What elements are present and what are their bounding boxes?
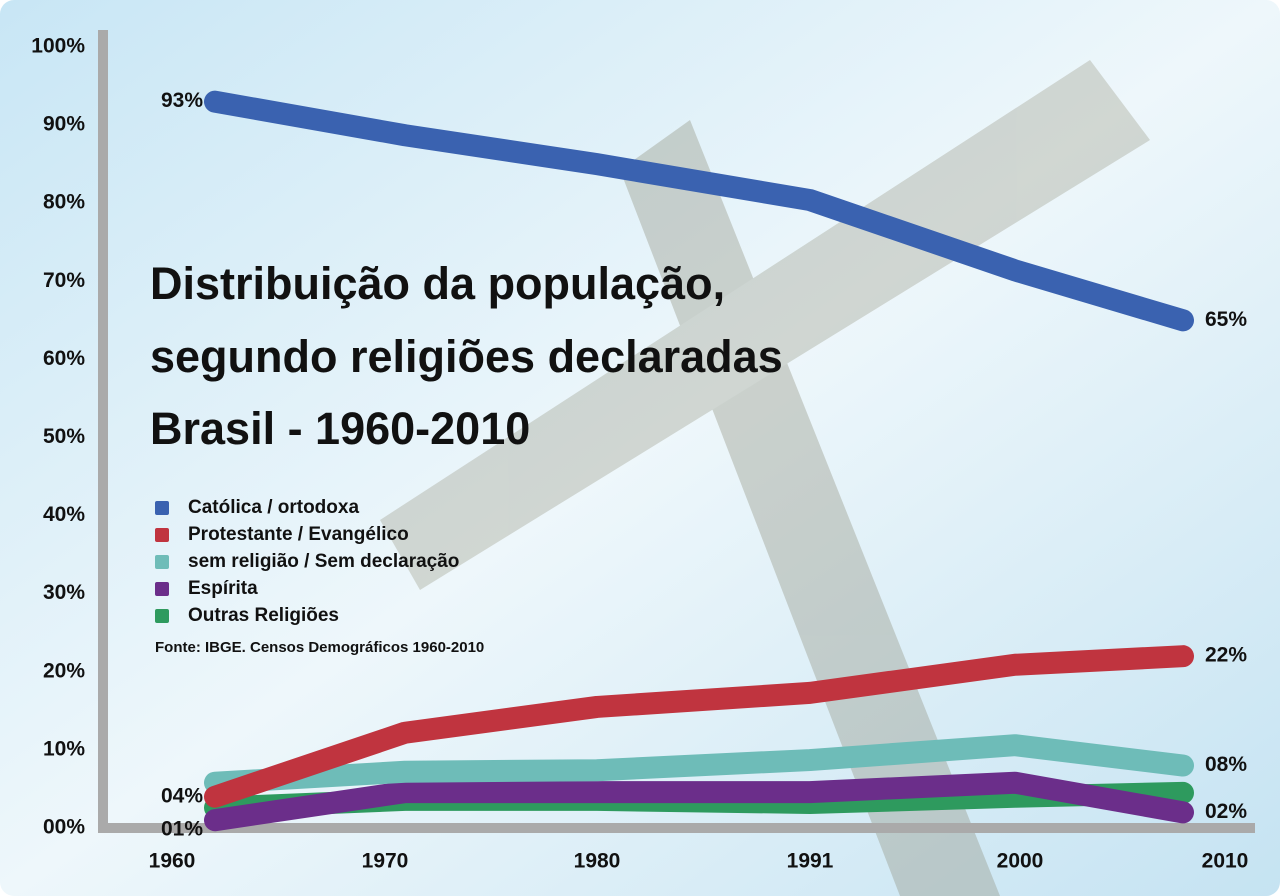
chart-title: Brasil - 1960-2010 [150,403,530,454]
data-label: 02% [1205,800,1247,823]
legend-swatch [155,528,169,542]
legend-label: Espírita [188,578,258,599]
data-label: 04% [161,784,203,807]
y-tick-label: 80% [43,191,85,214]
y-tick-label: 00% [43,816,85,839]
x-tick-label: 2000 [997,850,1044,873]
chart-title: Distribuição da população, [150,258,725,309]
x-tick-label: 1970 [362,850,409,873]
y-tick-label: 90% [43,113,85,136]
data-label: 93% [161,89,203,112]
chart-title: segundo religiões declaradas [150,331,783,382]
data-label: 22% [1205,644,1247,667]
source-note: Fonte: IBGE. Censos Demográficos 1960-20… [155,639,484,656]
legend-label: Protestante / Evangélico [188,524,409,545]
series-line [204,771,1194,832]
data-label: 65% [1205,308,1247,331]
cross-decoration [380,60,1150,896]
legend-label: sem religião / Sem declaração [188,551,459,572]
y-tick-label: 100% [31,35,85,58]
x-tick-label: 2010 [1202,850,1249,873]
y-tick-label: 10% [43,737,85,760]
series-line [204,734,1194,794]
y-tick-label: 20% [43,659,85,682]
y-tick-label: 70% [43,269,85,292]
legend-label: Católica / ortodoxa [188,497,359,518]
y-tick-label: 30% [43,581,85,604]
y-tick-label: 60% [43,347,85,370]
legend-swatch [155,582,169,596]
y-tick-label: 50% [43,425,85,448]
data-label: 08% [1205,753,1247,776]
legend-swatch [155,555,169,569]
legend-swatch [155,609,169,623]
data-label: 01% [161,818,203,841]
series-line [204,90,1194,332]
x-tick-label: 1980 [574,850,621,873]
x-tick-label: 1991 [787,850,834,873]
legend-label: Outras Religiões [188,605,339,626]
series-line [204,645,1194,808]
x-tick-label: 1960 [149,850,196,873]
y-tick-label: 40% [43,503,85,526]
legend-swatch [155,501,169,515]
